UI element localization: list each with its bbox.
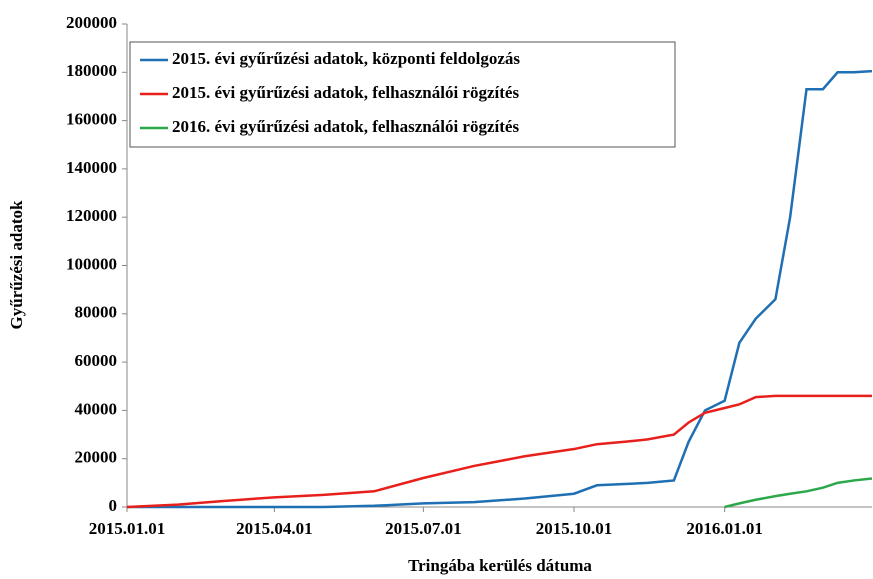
y-axis-title: Gyűrűzési adatok (7, 200, 26, 329)
y-tick-label: 20000 (75, 448, 118, 467)
x-axis-title: Tringába kerülés dátuma (408, 556, 592, 575)
legend-label: 2016. évi gyűrűzési adatok, felhasználói… (172, 117, 519, 136)
y-tick-label: 200000 (66, 13, 117, 32)
y-tick-label: 140000 (66, 158, 117, 177)
y-tick-label: 80000 (75, 303, 118, 322)
legend: 2015. évi gyűrűzési adatok, központi fel… (129, 41, 676, 148)
legend-label: 2015. évi gyűrűzési adatok, központi fel… (172, 49, 520, 68)
legend-box (129, 41, 676, 148)
y-tick-label: 60000 (75, 351, 118, 370)
y-tick-label: 0 (109, 496, 118, 515)
series-line (126, 394, 872, 509)
y-tick-label: 160000 (66, 110, 117, 129)
x-tick-label: 2016.01.01 (686, 519, 763, 538)
legend-label: 2015. évi gyűrűzési adatok, felhasználói… (172, 83, 519, 102)
y-tick-label: 40000 (75, 399, 118, 418)
x-tick-label: 2015.10.01 (536, 519, 613, 538)
y-tick-label: 180000 (66, 61, 117, 80)
x-tick-label: 2015.01.01 (89, 519, 166, 538)
x-tick-label: 2015.04.01 (236, 519, 313, 538)
x-tick-label: 2015.07.01 (385, 519, 462, 538)
y-tick-label: 120000 (66, 206, 117, 225)
y-tick-label: 100000 (66, 254, 117, 273)
series-line (724, 477, 873, 509)
series-line (127, 69, 873, 509)
